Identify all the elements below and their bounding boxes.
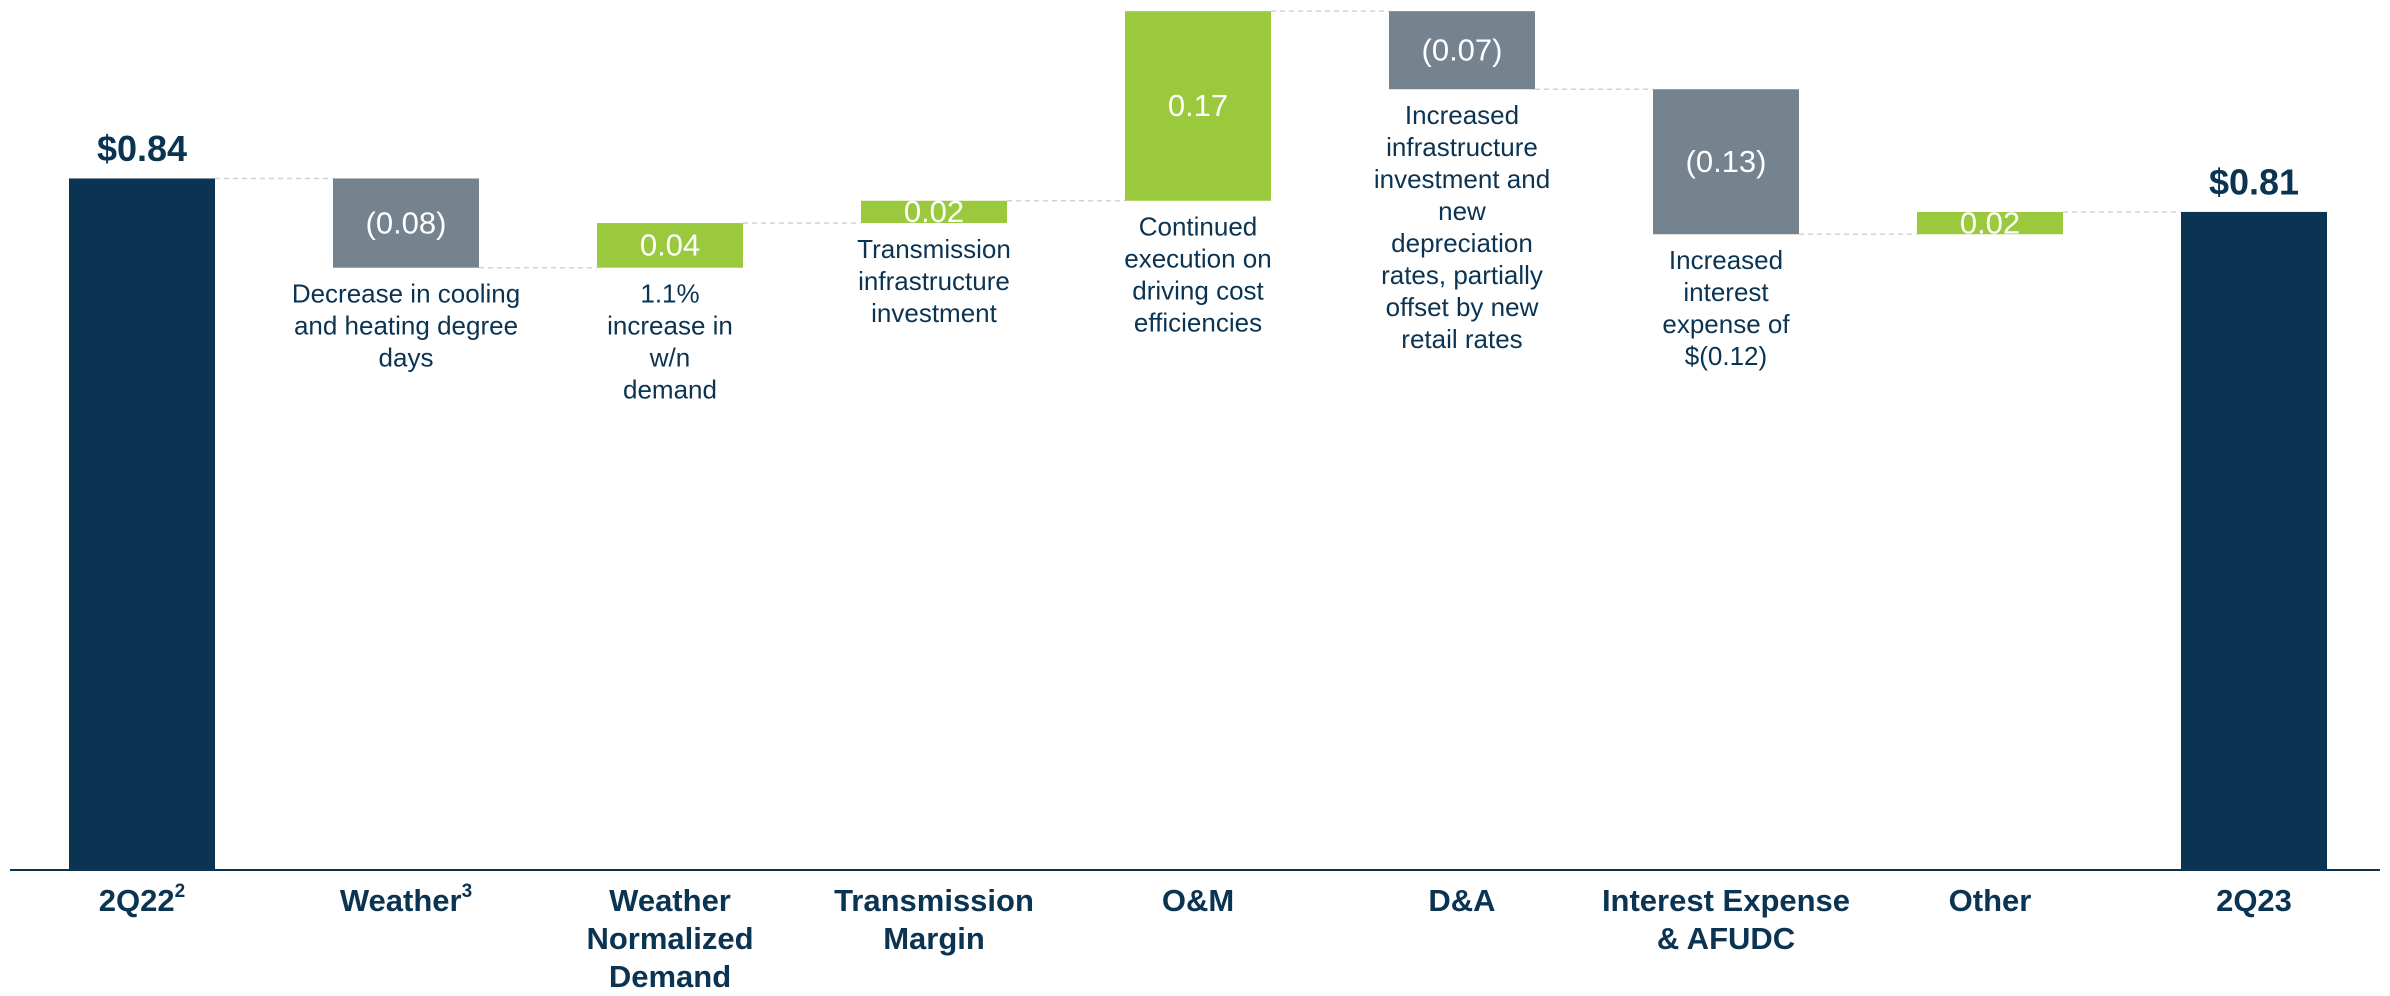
category-label: 2Q222 — [10, 882, 274, 920]
category-text: 2Q23 — [2216, 883, 2292, 918]
category-text: Transmission Margin — [834, 883, 1034, 956]
footnote-marker: 3 — [461, 881, 473, 902]
value-label: (0.08) — [366, 205, 447, 240]
annotation: depreciation — [1391, 228, 1533, 258]
annotation: days — [379, 343, 434, 373]
value-label: 0.02 — [1960, 205, 2020, 240]
annotation: interest — [1683, 277, 1769, 307]
annotation: driving cost — [1132, 276, 1264, 306]
bar — [1389, 11, 1535, 90]
annotation: infrastructure — [858, 266, 1010, 296]
annotation: $(0.12) — [1685, 341, 1767, 371]
bar — [861, 200, 1007, 224]
category-label: Other — [1858, 882, 2122, 920]
annotation: investment — [871, 298, 997, 328]
annotation: and heating degree — [294, 311, 518, 341]
annotation: execution on — [1124, 244, 1271, 274]
category-text: Weather — [339, 883, 462, 918]
category-label: 2Q23 — [2122, 882, 2386, 920]
bar — [597, 223, 743, 268]
bar — [2181, 211, 2327, 870]
category-text: Interest Expense & AFUDC — [1601, 883, 1851, 956]
value-label: $0.84 — [97, 128, 187, 169]
footnote-marker: 2 — [174, 881, 186, 902]
annotation: offset by new — [1386, 292, 1539, 322]
category-label: Weather Normalized Demand — [538, 882, 802, 996]
category-label: O&M — [1066, 882, 1330, 920]
bar — [333, 178, 479, 268]
bar — [69, 178, 215, 870]
category-text: D&A — [1428, 883, 1496, 918]
annotation: efficiencies — [1134, 308, 1262, 338]
category-label: Transmission Margin — [802, 882, 1066, 958]
annotation: demand — [623, 375, 717, 405]
category-text: O&M — [1161, 883, 1235, 918]
annotation: retail rates — [1401, 324, 1522, 354]
category-label: D&A — [1330, 882, 1594, 920]
annotation: infrastructure — [1386, 132, 1538, 162]
value-label: $0.81 — [2209, 161, 2299, 202]
bar — [1653, 89, 1799, 235]
annotation: expense of — [1662, 309, 1790, 339]
annotation: 1.1% — [640, 279, 699, 309]
annotation: Increased — [1405, 100, 1519, 130]
value-label: (0.07) — [1422, 32, 1503, 67]
annotation: investment and — [1374, 164, 1550, 194]
value-label: 0.04 — [640, 228, 700, 263]
category-text: 2Q22 — [98, 883, 175, 918]
annotation: Continued — [1139, 212, 1258, 242]
annotation: w/n — [649, 343, 690, 373]
value-label: 0.17 — [1168, 88, 1228, 123]
annotation: Transmission — [857, 234, 1011, 264]
category-text: Other — [1948, 883, 2032, 918]
bar — [1917, 211, 2063, 235]
annotation: Increased — [1669, 245, 1783, 275]
annotation: new — [1438, 196, 1486, 226]
category-label: Weather3 — [274, 882, 538, 920]
value-label: (0.13) — [1686, 144, 1767, 179]
annotation: Decrease in cooling — [292, 279, 520, 309]
category-text: Weather Normalized Demand — [586, 883, 754, 994]
annotation: increase in — [607, 311, 733, 341]
category-label: Interest Expense & AFUDC — [1594, 882, 1858, 958]
bar — [1125, 11, 1271, 201]
value-label: 0.02 — [904, 194, 964, 229]
annotation: rates, partially — [1381, 260, 1543, 290]
